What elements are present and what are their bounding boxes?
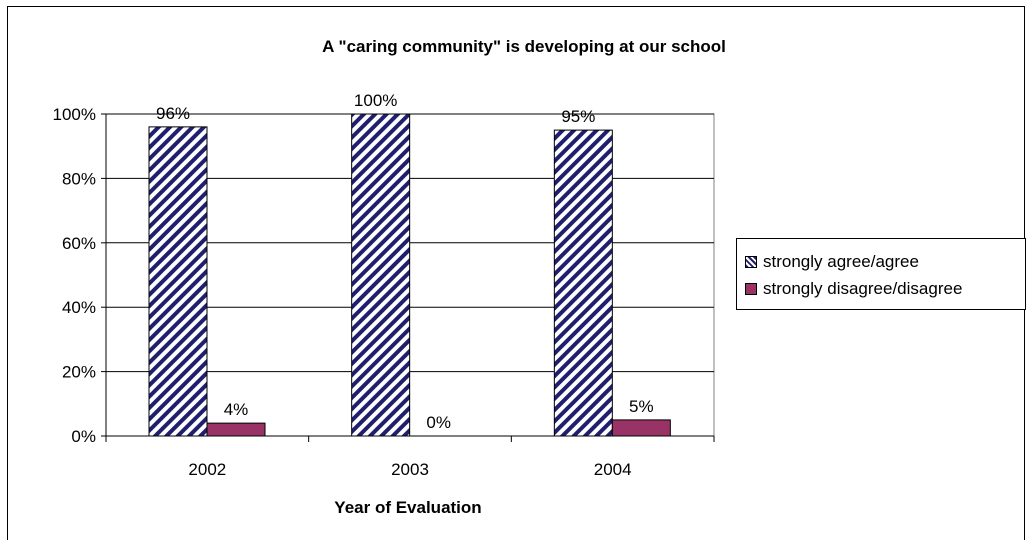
x-tick-label: 2004 (594, 460, 632, 479)
bar-disagree-2004 (611, 419, 671, 437)
data-label-disagree-2004: 5% (629, 397, 654, 416)
legend-label-agree: strongly agree/agree (763, 251, 919, 271)
legend: strongly agree/agree strongly disagree/d… (736, 238, 1026, 310)
axes: 0% 20% 40% 60% 80% 100% 2002 2003 2004 (53, 105, 715, 479)
y-tick-label: 60% (62, 234, 96, 253)
bar-disagree-2002 (206, 422, 266, 437)
bars (148, 113, 671, 437)
y-tick-label: 40% (62, 298, 96, 317)
legend-label-disagree: strongly disagree/disagree (763, 278, 963, 298)
bar-agree-2004 (553, 129, 613, 437)
y-tick-label: 20% (62, 363, 96, 382)
data-label-disagree-2002: 4% (224, 400, 249, 419)
x-tick-label: 2003 (391, 460, 429, 479)
y-tick-label: 80% (62, 169, 96, 188)
legend-item-agree: strongly agree/agree (745, 248, 1025, 275)
data-label-disagree-2003: 0% (426, 413, 451, 432)
data-label-agree-2003: 100% (354, 91, 397, 110)
data-labels: 96% 4% 100% 0% 95% 5% (156, 91, 654, 432)
x-tick-label: 2002 (188, 460, 226, 479)
y-tick-label: 0% (71, 427, 96, 446)
x-axis-title: Year of Evaluation (334, 498, 481, 517)
legend-item-disagree: strongly disagree/disagree (745, 275, 1025, 302)
chart-title: A "caring community" is developing at ou… (322, 37, 726, 56)
data-label-agree-2004: 95% (561, 107, 595, 126)
bar-agree-2003 (351, 113, 411, 437)
bar-agree-2002 (148, 126, 208, 437)
y-tick-label: 100% (53, 105, 96, 124)
data-label-agree-2002: 96% (156, 104, 190, 123)
legend-swatch-disagree (745, 282, 757, 295)
legend-swatch-agree (745, 255, 757, 268)
